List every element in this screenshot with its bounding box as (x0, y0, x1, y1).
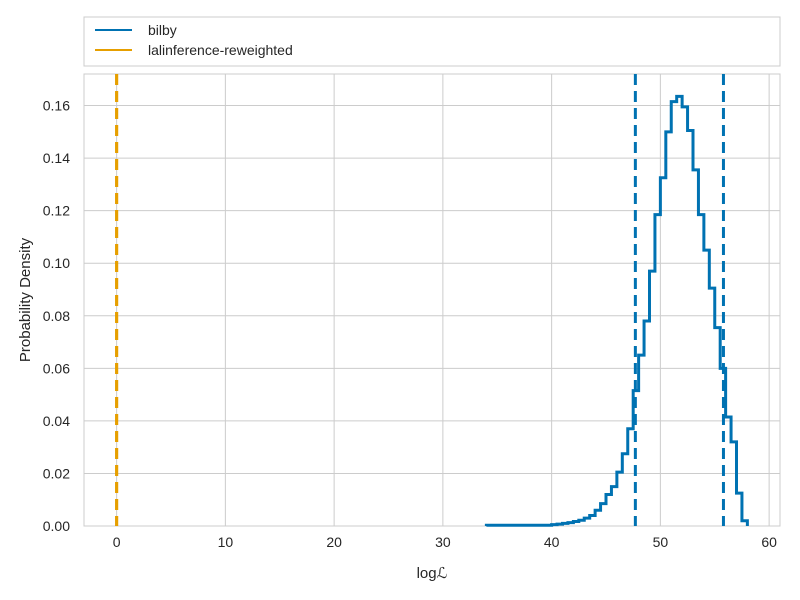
y-axis-label: Probability Density (17, 237, 34, 362)
x-tick-label: 0 (113, 534, 121, 550)
x-ticks: 0 10 20 30 40 50 60 (113, 534, 777, 550)
plot-frame (83, 73, 781, 527)
y-tick-label: 0.10 (43, 255, 70, 271)
x-tick-label: 10 (218, 534, 234, 550)
legend-label-bilby: bilby (148, 22, 177, 38)
y-tick-label: 0.00 (43, 518, 70, 534)
x-axis-label: logℒ (417, 565, 448, 582)
series-step-0 (484, 94, 749, 527)
y-tick-label: 0.06 (43, 360, 70, 376)
y-tick-label: 0.02 (43, 465, 70, 481)
y-ticks: 0.00 0.02 0.04 0.06 0.08 0.10 0.12 0.14 0.16 (43, 98, 70, 534)
x-tick-label: 40 (544, 534, 560, 550)
y-tick-label: 0.14 (43, 150, 70, 166)
series-layer (484, 94, 749, 527)
quantile-layer (115, 74, 725, 526)
legend-frame (83, 16, 781, 67)
y-tick-label: 0.12 (43, 203, 70, 219)
x-tick-label: 30 (435, 534, 451, 550)
y-tick-label: 0.04 (43, 413, 70, 429)
x-tick-label: 20 (326, 534, 342, 550)
y-tick-label: 0.08 (43, 308, 70, 324)
legend-label-lalinference: lalinference-reweighted (148, 42, 293, 58)
legend: bilby lalinference-reweighted (83, 16, 781, 67)
grid (84, 74, 780, 527)
x-tick-label: 60 (761, 534, 777, 550)
x-tick-label: 50 (653, 534, 669, 550)
y-tick-label: 0.16 (43, 98, 70, 114)
